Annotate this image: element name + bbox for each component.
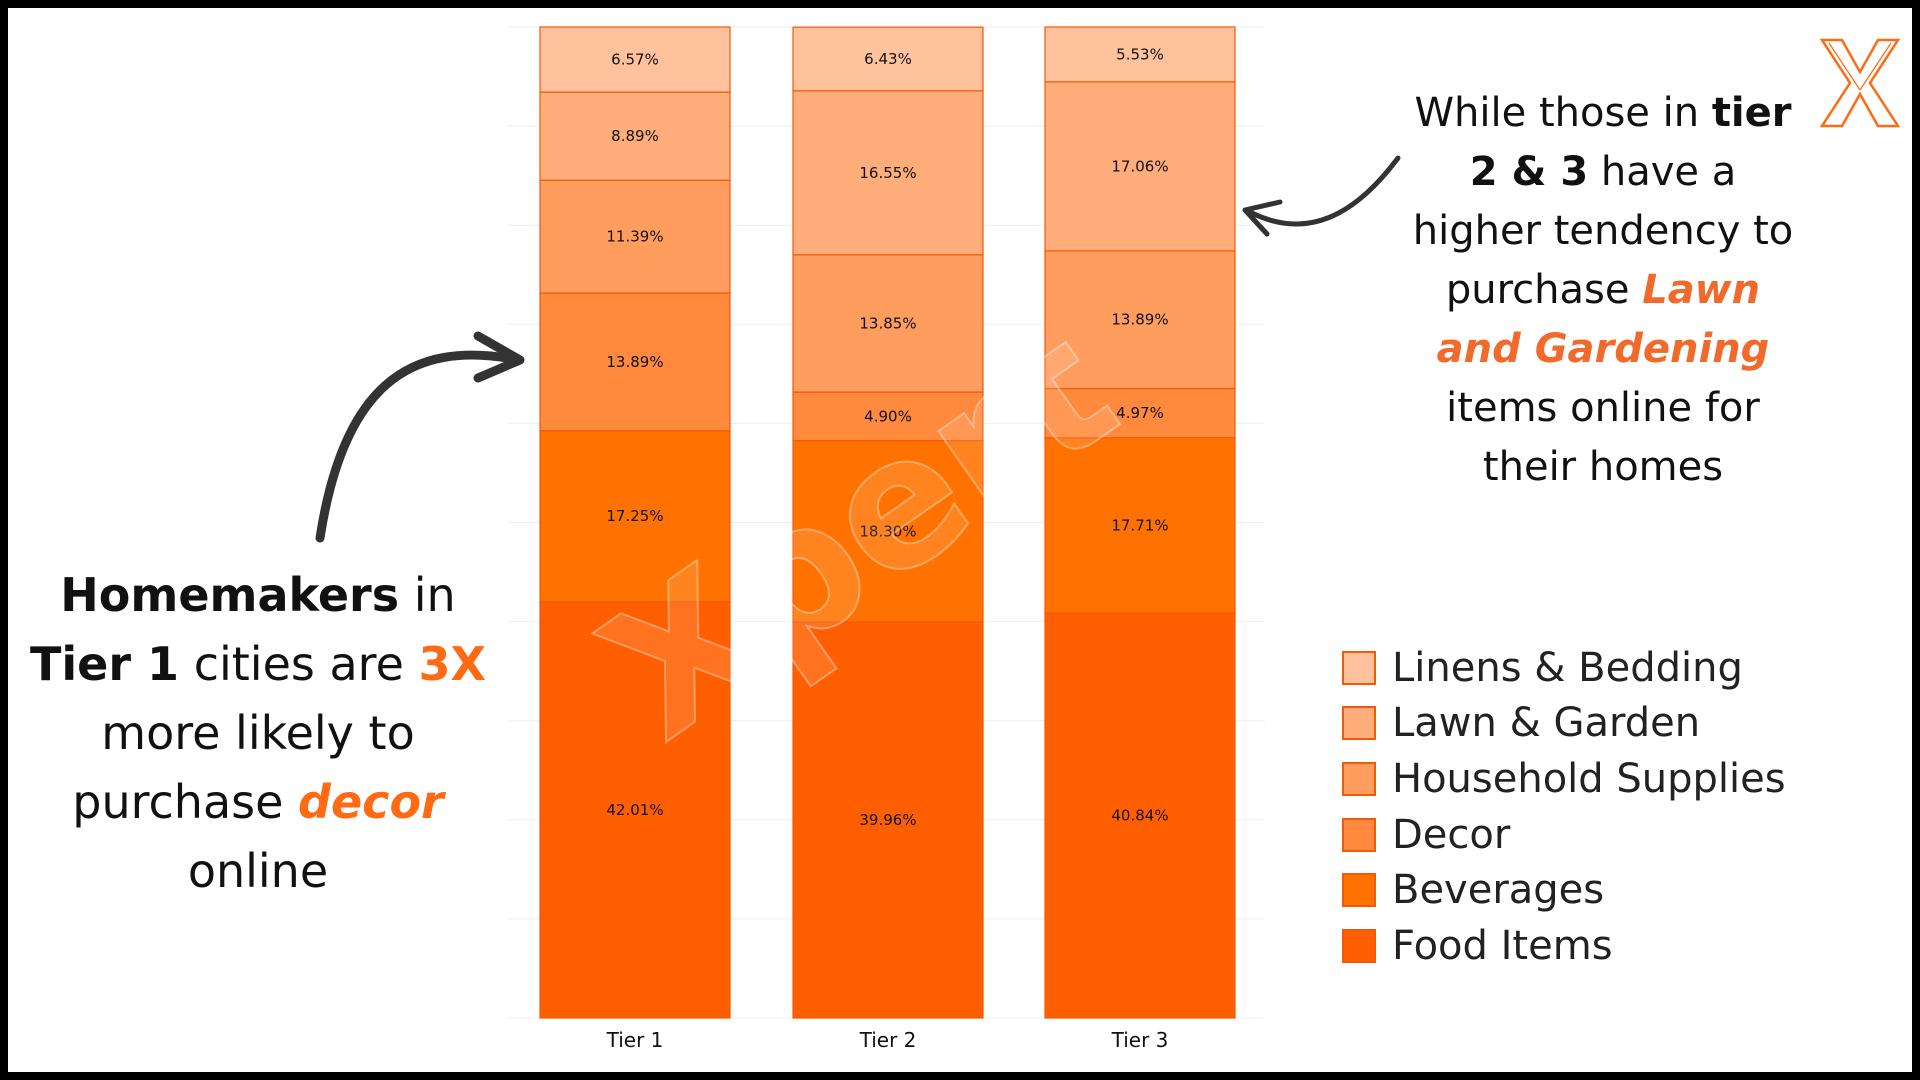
data-label: 13.85%	[859, 314, 916, 332]
bar-segment	[1044, 26, 1236, 83]
legend-item: Household Supplies	[1342, 751, 1786, 807]
data-label: 5.53%	[1116, 45, 1164, 63]
bar-segment	[1044, 387, 1236, 439]
legend-label: Linens & Bedding	[1392, 644, 1743, 691]
left-annotation-tier1: Tier 1	[30, 637, 180, 691]
data-label: 4.90%	[864, 407, 912, 425]
arrow-right-head-icon	[1242, 199, 1283, 237]
bar-segment	[792, 90, 984, 256]
x-tick-label: Tier 1	[606, 1028, 664, 1052]
data-label: 6.57%	[611, 51, 659, 69]
data-label: 39.96%	[859, 811, 916, 829]
right-annotation-text-3: items online for their homes	[1446, 385, 1760, 490]
legend-swatch	[1342, 650, 1376, 685]
bar-segment	[539, 430, 731, 603]
data-label: 16.55%	[859, 164, 916, 182]
data-label: 8.89%	[611, 127, 659, 145]
data-label: 6.43%	[864, 50, 912, 68]
data-label: 17.71%	[1111, 517, 1168, 535]
legend-label: Lawn & Garden	[1392, 700, 1701, 747]
data-label: 40.84%	[1111, 807, 1168, 825]
x-logo-icon	[1820, 38, 1900, 128]
legend-item: Lawn & Garden	[1342, 696, 1786, 752]
bar-segment	[1044, 612, 1236, 1019]
left-annotation-decor: decor	[298, 775, 444, 829]
bar-segment	[539, 179, 731, 294]
right-annotation-tier23: tier 2 & 3	[1469, 90, 1792, 195]
legend-item: Food Items	[1342, 918, 1786, 974]
data-label: 13.89%	[606, 353, 663, 371]
data-label: 13.89%	[1111, 311, 1168, 329]
x-tick-label: Tier 3	[1111, 1028, 1169, 1052]
data-label: 42.01%	[606, 801, 663, 819]
legend-swatch	[1342, 817, 1376, 852]
bar-segment	[1044, 250, 1236, 390]
legend-item: Beverages	[1342, 862, 1786, 918]
arrow-right-icon	[1245, 155, 1401, 227]
left-annotation: Homemakers in Tier 1 cities are 3X more …	[28, 561, 488, 906]
data-label: 11.39%	[606, 228, 663, 246]
right-annotation-text-2: have a higher tendency to purchase	[1412, 149, 1794, 313]
legend-item: Decor	[1342, 807, 1786, 863]
bar-segment	[539, 601, 731, 1019]
bar-segment	[792, 254, 984, 393]
arrow-left-icon	[315, 350, 523, 543]
x-tick-label: Tier 2	[859, 1028, 917, 1052]
bar-segment	[792, 440, 984, 623]
legend-swatch	[1342, 761, 1376, 796]
legend-label: Household Supplies	[1392, 755, 1786, 802]
bar-segment	[539, 26, 731, 93]
legend-swatch	[1342, 928, 1376, 963]
left-annotation-3x: 3X	[418, 637, 486, 691]
data-label: 18.30%	[859, 522, 916, 540]
bar-segment	[792, 391, 984, 442]
bar-segment	[1044, 437, 1236, 614]
chart-legend: Linens & Bedding Lawn & Garden Household S…	[1342, 640, 1786, 974]
legend-swatch	[1342, 873, 1376, 908]
right-annotation-text-1: While those in	[1414, 90, 1712, 136]
left-annotation-text-1: in	[399, 568, 456, 622]
left-annotation-text-3: more likely to purchase	[72, 706, 415, 829]
left-annotation-text-2: cities are	[179, 637, 419, 691]
right-annotation: While those in tier 2 & 3 have a higher …	[1408, 84, 1798, 497]
left-annotation-text-4: online	[187, 844, 329, 898]
stacked-bar-chart: 42.01% 17.25% 13.89% 11.39% 8.89% 6.57% Tier 1…	[315, 26, 1401, 1052]
data-label: 17.25%	[606, 507, 663, 525]
data-label: 17.06%	[1111, 157, 1168, 175]
arrow-left-head-icon	[473, 331, 525, 383]
bar-segment	[792, 26, 984, 92]
legend-item: Linens & Bedding	[1342, 640, 1786, 696]
legend-label: Decor	[1392, 811, 1511, 858]
legend-swatch	[1342, 706, 1376, 741]
bar-segment	[539, 292, 731, 432]
bar-segment	[1044, 81, 1236, 252]
right-annotation-lawn-gardening: Lawn and Gardening	[1436, 267, 1770, 372]
legend-label: Beverages	[1392, 867, 1605, 914]
left-annotation-homemakers: Homemakers	[60, 568, 400, 622]
data-label: 4.97%	[1116, 404, 1164, 422]
bar-segment	[792, 621, 984, 1019]
legend-label: Food Items	[1392, 922, 1613, 969]
